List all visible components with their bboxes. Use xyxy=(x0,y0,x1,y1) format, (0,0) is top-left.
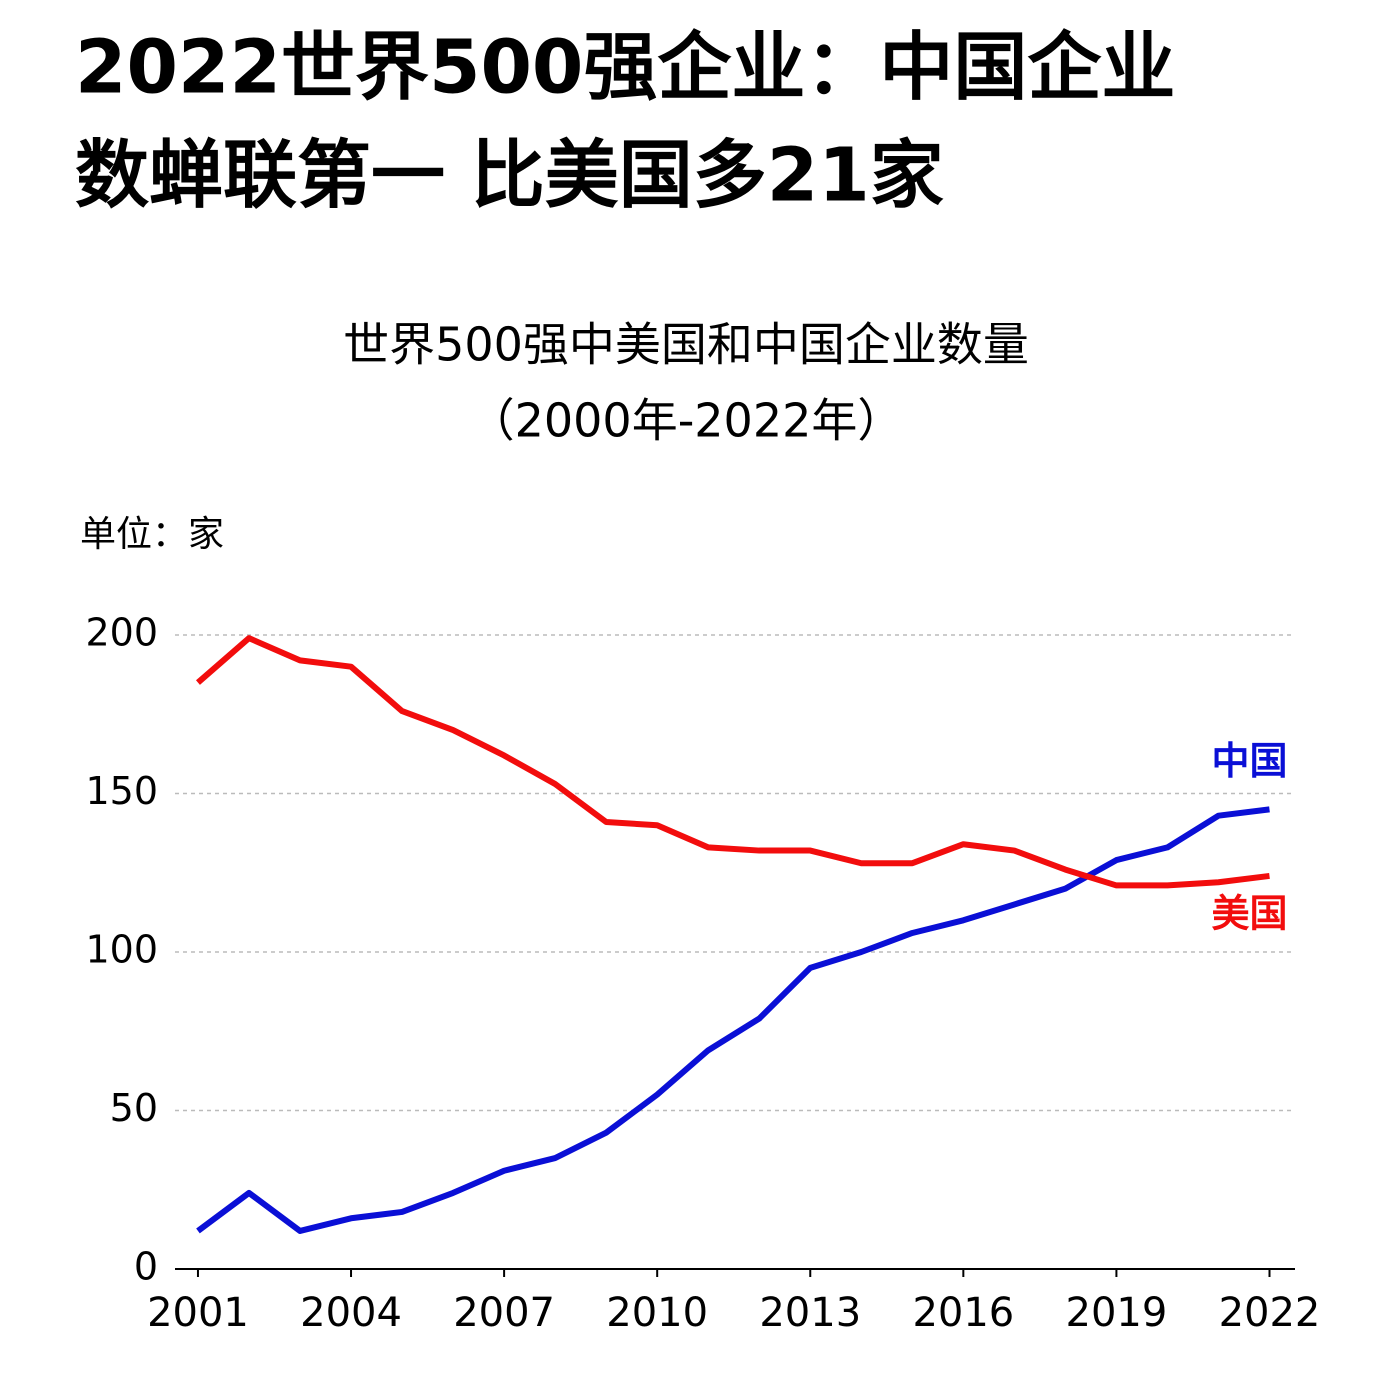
x-tick-label: 2007 xyxy=(453,1290,555,1336)
x-tick-label: 2019 xyxy=(1066,1290,1168,1336)
x-tick-label: 2022 xyxy=(1219,1290,1321,1336)
series-line xyxy=(196,806,1270,1234)
x-tick-label: 2004 xyxy=(300,1290,402,1336)
x-tick-label: 2010 xyxy=(606,1290,708,1336)
y-tick-label: 150 xyxy=(85,769,158,813)
x-tick-label: 2001 xyxy=(147,1290,249,1336)
x-tick-label: 2013 xyxy=(759,1290,861,1336)
unit-label: 单位：家 xyxy=(80,514,224,555)
y-tick-label: 200 xyxy=(85,611,158,655)
chart-subtitle: 世界500强中美国和中国企业数量 xyxy=(343,318,1029,372)
series-label: 中国 xyxy=(1211,739,1287,783)
series-label: 美国 xyxy=(1211,891,1287,935)
chart-title: 数蝉联第一 比美国多21家 xyxy=(75,133,944,219)
series-line xyxy=(195,635,1270,889)
chart-subtitle: （2000年-2022年） xyxy=(469,394,904,448)
chart-title: 2022世界500强企业：中国企业 xyxy=(75,25,1175,111)
y-tick-label: 100 xyxy=(85,928,158,972)
y-tick-label: 50 xyxy=(110,1086,158,1130)
y-tick-label: 0 xyxy=(134,1245,158,1289)
x-tick-label: 2016 xyxy=(912,1290,1014,1336)
